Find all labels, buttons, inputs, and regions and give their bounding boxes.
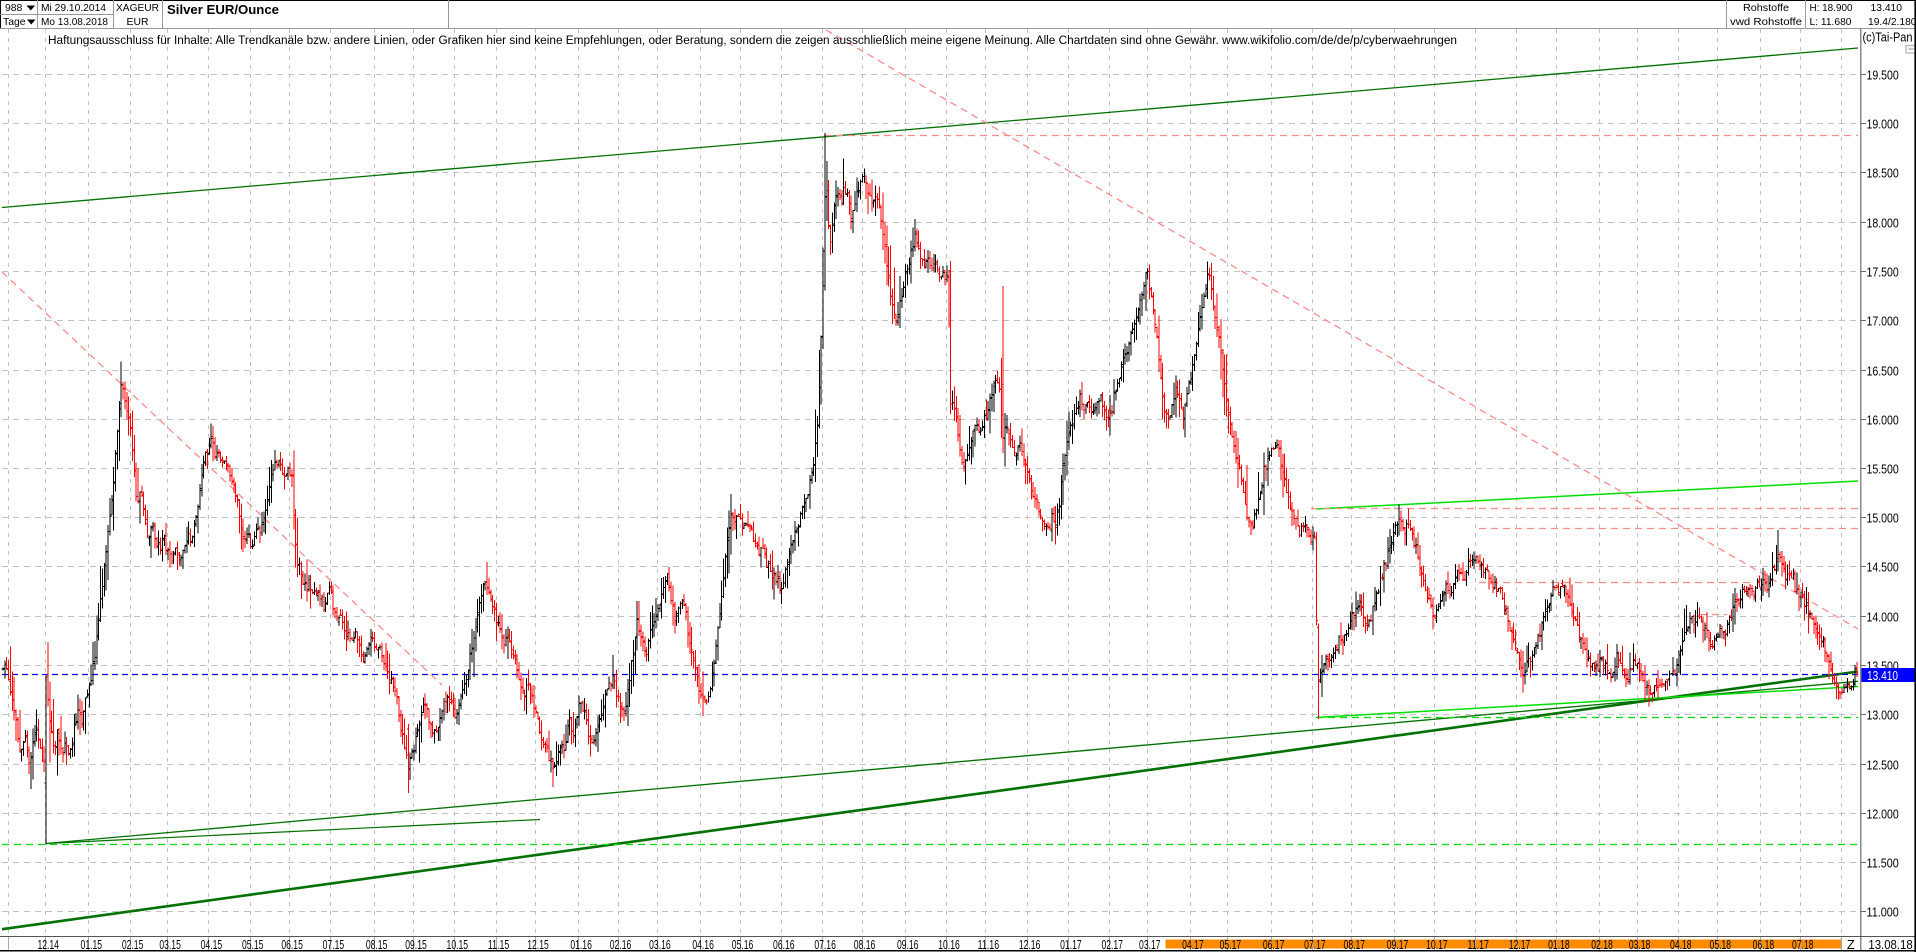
svg-text:03.17: 03.17 [1139,938,1161,952]
svg-text:10.17: 10.17 [1426,938,1448,952]
svg-text:05.17: 05.17 [1220,938,1242,952]
svg-text:Haftungsausschluss für Inhalte: Haftungsausschluss für Inhalte: Alle Tre… [48,33,1457,47]
svg-text:09.17: 09.17 [1387,938,1409,952]
svg-text:12.14: 12.14 [37,938,59,952]
svg-text:18.500: 18.500 [1867,165,1899,180]
svg-text:07.16: 07.16 [814,938,836,952]
svg-text:04.17: 04.17 [1182,938,1204,952]
svg-text:13.410: 13.410 [1871,3,1903,14]
svg-text:10.15: 10.15 [447,938,469,952]
svg-text:05.16: 05.16 [732,938,754,952]
svg-text:L: 11.680: L: 11.680 [1810,17,1852,28]
svg-text:02.16: 02.16 [610,938,632,952]
svg-text:01.15: 01.15 [81,938,103,952]
svg-text:12.16: 12.16 [1019,938,1041,952]
svg-text:19.500: 19.500 [1867,67,1899,82]
svg-text:12.17: 12.17 [1509,938,1531,952]
svg-text:04.18: 04.18 [1670,938,1692,952]
svg-text:07.17: 07.17 [1304,938,1326,952]
svg-text:Mi 29.10.2014: Mi 29.10.2014 [41,3,106,14]
svg-text:04.16: 04.16 [692,938,714,952]
svg-text:05.15: 05.15 [242,938,264,952]
svg-text:04.15: 04.15 [201,938,223,952]
svg-text:14.500: 14.500 [1867,559,1899,574]
svg-text:11.500: 11.500 [1867,855,1899,870]
svg-text:Z: Z [1847,937,1855,952]
svg-text:13.000: 13.000 [1867,707,1899,722]
svg-text:02.17: 02.17 [1101,938,1123,952]
svg-text:15.500: 15.500 [1867,461,1899,476]
svg-text:16.500: 16.500 [1867,363,1899,378]
svg-text:Tage: Tage [3,17,26,28]
svg-text:03.18: 03.18 [1629,938,1651,952]
svg-text:08.15: 08.15 [366,938,388,952]
svg-text:01.18: 01.18 [1548,938,1570,952]
svg-text:H: 18.900: H: 18.900 [1810,3,1853,14]
svg-text:03.16: 03.16 [649,938,671,952]
svg-text:06.15: 06.15 [281,938,303,952]
svg-text:XAGEUR: XAGEUR [116,3,159,14]
svg-text:Mo 13.08.2018: Mo 13.08.2018 [41,17,108,28]
svg-text:17.000: 17.000 [1867,313,1899,328]
svg-text:988: 988 [5,3,23,14]
svg-text:12.500: 12.500 [1867,757,1899,772]
svg-text:17.500: 17.500 [1867,264,1899,279]
svg-text:07.15: 07.15 [323,938,345,952]
svg-text:09.15: 09.15 [405,938,427,952]
svg-text:11.17: 11.17 [1467,938,1489,952]
svg-text:11.000: 11.000 [1867,904,1899,919]
svg-text:11.16: 11.16 [978,938,1000,952]
svg-text:15.000: 15.000 [1867,510,1899,525]
svg-text:02.18: 02.18 [1591,938,1613,952]
svg-text:05.18: 05.18 [1710,938,1732,952]
svg-text:08.16: 08.16 [854,938,876,952]
svg-text:09.16: 09.16 [897,938,919,952]
svg-text:12.000: 12.000 [1867,806,1899,821]
svg-text:11.15: 11.15 [488,938,510,952]
svg-text:08.17: 08.17 [1344,938,1366,952]
svg-text:13.410: 13.410 [1867,669,1898,683]
svg-text:06.17: 06.17 [1263,938,1285,952]
svg-text:07.18: 07.18 [1792,938,1814,952]
svg-text:19.4/2.180: 19.4/2.180 [1868,17,1916,28]
svg-text:Silver EUR/Ounce: Silver EUR/Ounce [167,2,279,17]
svg-text:EUR: EUR [127,17,149,28]
svg-text:18.000: 18.000 [1867,215,1899,230]
svg-text:01.16: 01.16 [570,938,592,952]
svg-text:13.08.18: 13.08.18 [1868,937,1912,952]
svg-text:12.15: 12.15 [527,938,549,952]
svg-text:06.16: 06.16 [773,938,795,952]
svg-text:Rohstoffe: Rohstoffe [1743,3,1789,14]
svg-text:02.15: 02.15 [122,938,144,952]
svg-text:06.18: 06.18 [1753,938,1775,952]
svg-text:03.15: 03.15 [159,938,181,952]
svg-text:10.16: 10.16 [938,938,960,952]
svg-text:01.17: 01.17 [1060,938,1082,952]
svg-text:(c)Tai-Pan: (c)Tai-Pan [1863,31,1913,45]
svg-text:19.000: 19.000 [1867,116,1899,131]
svg-text:14.000: 14.000 [1867,609,1899,624]
svg-text:vwd Rohstoffe: vwd Rohstoffe [1730,17,1802,28]
svg-text:16.000: 16.000 [1867,412,1899,427]
